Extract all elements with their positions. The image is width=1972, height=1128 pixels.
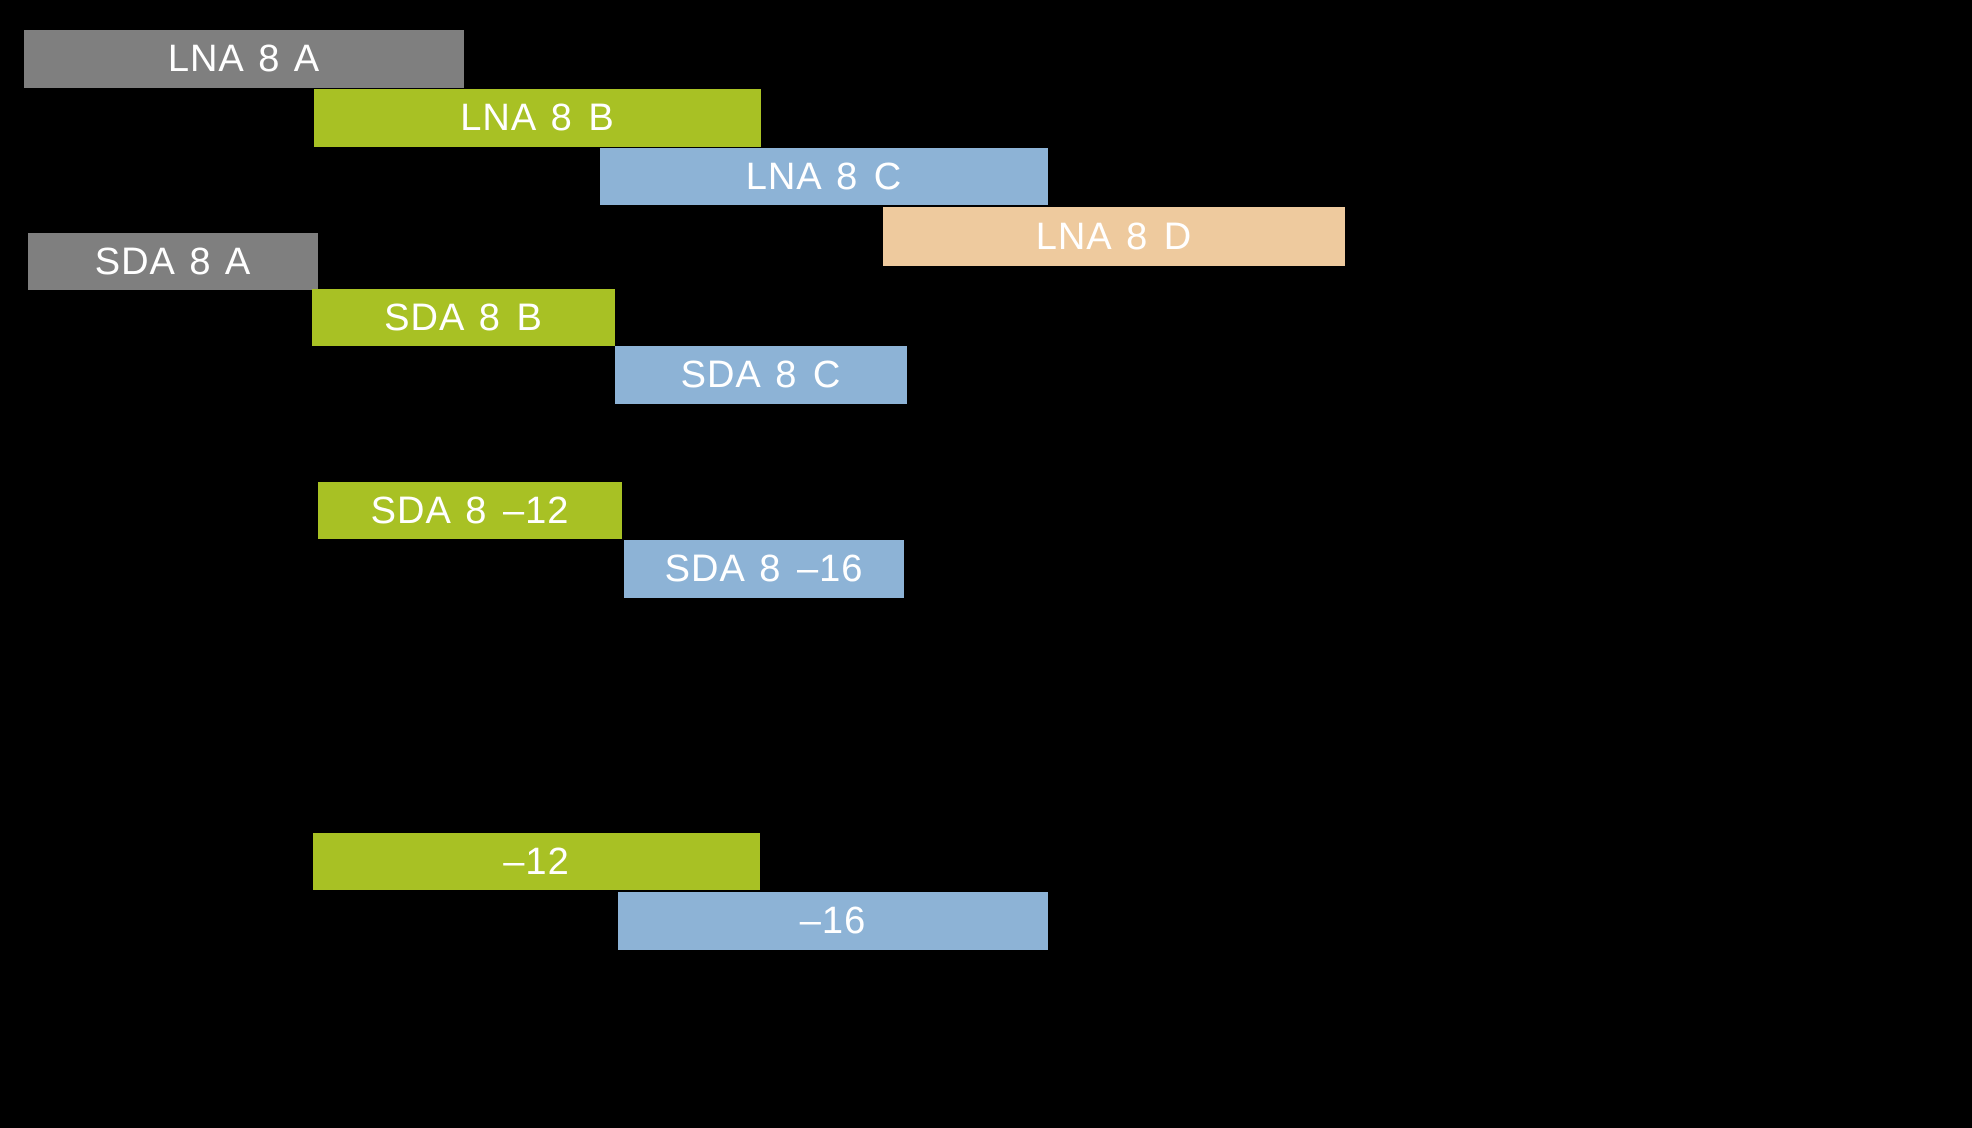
gantt-bar-lna-8-b: LNA 8 B bbox=[314, 89, 761, 147]
gantt-bar-label: LNA 8 D bbox=[1035, 215, 1193, 258]
gantt-bar-16: –16 bbox=[618, 892, 1048, 950]
gantt-bar-label: SDA 8 C bbox=[680, 354, 842, 396]
gantt-bar-sda-8-12: SDA 8 –12 bbox=[318, 482, 622, 539]
gantt-bar-label: LNA 8 C bbox=[745, 155, 903, 198]
gantt-bar-12: –12 bbox=[313, 833, 760, 890]
gantt-bar-lna-8-c: LNA 8 C bbox=[600, 148, 1048, 205]
gantt-bar-label: SDA 8 –16 bbox=[664, 548, 864, 590]
gantt-bar-lna-8-a: LNA 8 A bbox=[24, 30, 464, 88]
gantt-bar-label: LNA 8 B bbox=[460, 97, 615, 139]
gantt-bar-sda-8-16: SDA 8 –16 bbox=[624, 540, 904, 598]
gantt-bar-label: LNA 8 A bbox=[167, 38, 321, 80]
gantt-bar-sda-8-b: SDA 8 B bbox=[312, 289, 615, 346]
gantt-bar-label: SDA 8 B bbox=[384, 296, 543, 339]
gantt-bar-label: SDA 8 –12 bbox=[370, 489, 570, 532]
gantt-bar-label: –16 bbox=[799, 900, 867, 942]
gantt-bar-label: SDA 8 A bbox=[94, 240, 252, 283]
gantt-bar-sda-8-a: SDA 8 A bbox=[28, 233, 318, 290]
gantt-bar-lna-8-d: LNA 8 D bbox=[883, 207, 1345, 266]
gantt-bar-label: –12 bbox=[503, 840, 570, 883]
gantt-bar-sda-8-c: SDA 8 C bbox=[615, 346, 907, 404]
